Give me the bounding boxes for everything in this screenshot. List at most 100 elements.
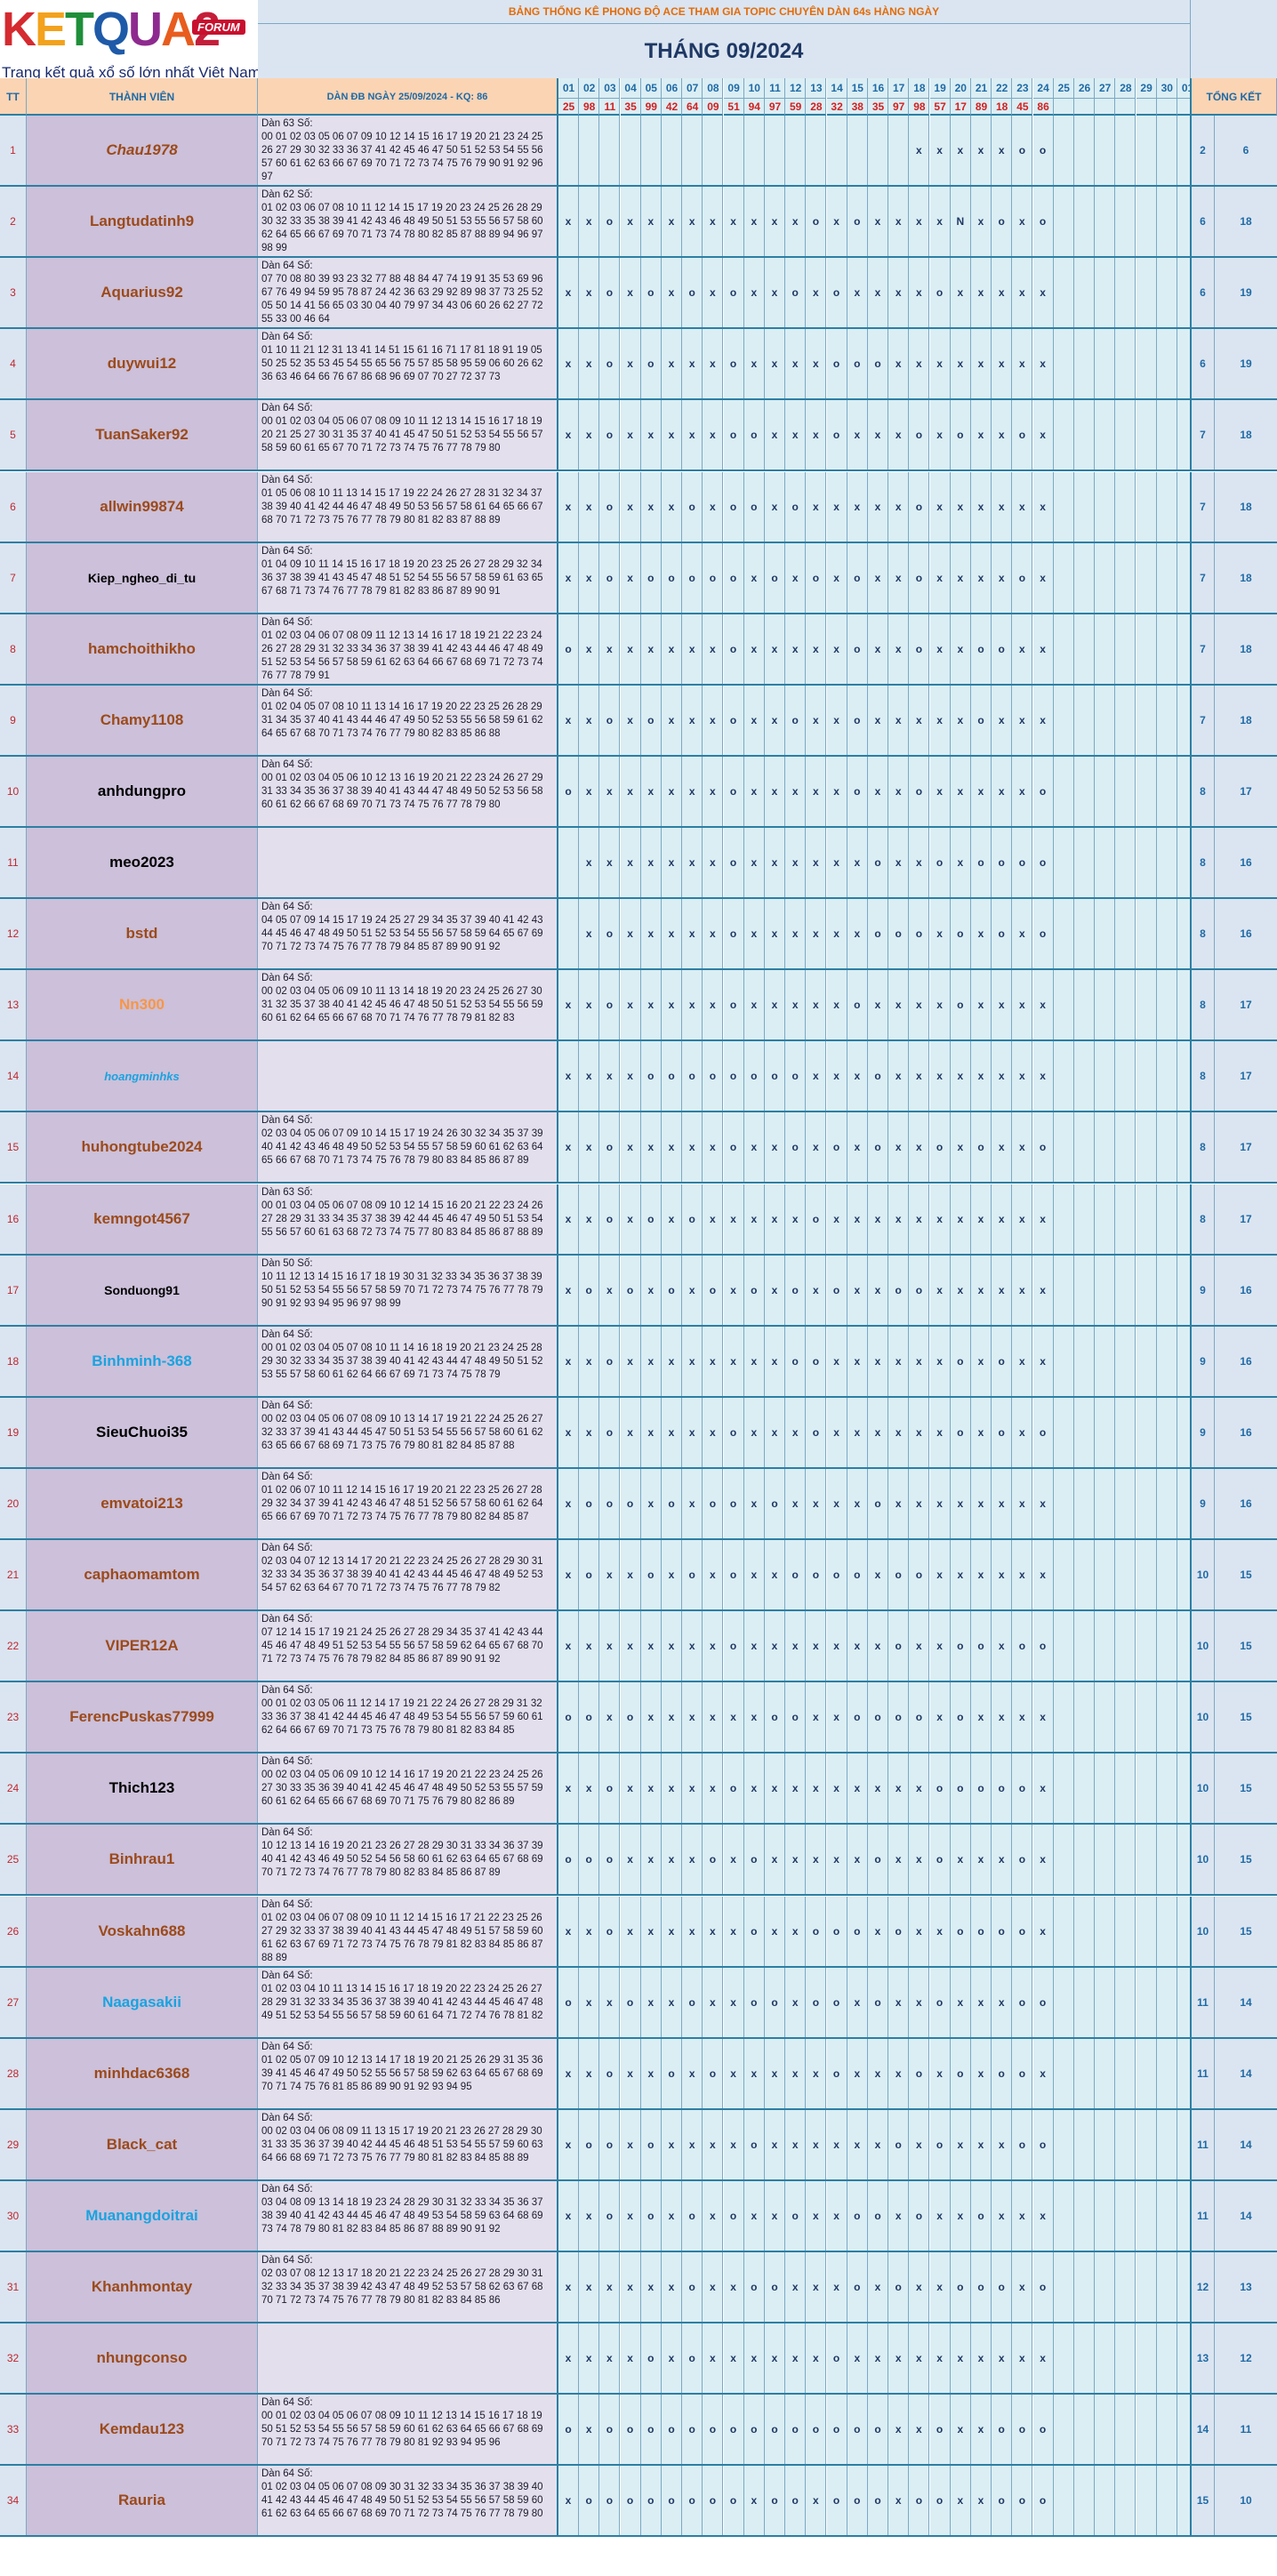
day-mark: x [1032, 1825, 1054, 1895]
day-mark [1095, 756, 1116, 826]
dan-heading: Dàn 64 Số: [261, 2397, 313, 2409]
day-number: 14 [831, 82, 843, 94]
member-name[interactable]: Rauria [27, 2466, 258, 2536]
member-name[interactable]: Aquarius92 [27, 258, 258, 328]
miss-count: 10 [1190, 1540, 1215, 1610]
miss-count: 12 [1190, 2252, 1215, 2323]
day-mark [1115, 1825, 1136, 1895]
day-mark: x [703, 2109, 724, 2179]
day-mark: x [579, 756, 600, 826]
member-name[interactable]: meo2023 [27, 828, 258, 898]
member-name[interactable]: Langtudatinh9 [27, 187, 258, 257]
day-mark: x [1032, 400, 1054, 470]
member-name[interactable]: SieuChuoi35 [27, 1397, 258, 1467]
member-name[interactable]: nhungconso [27, 2323, 258, 2394]
day-mark: o [1012, 2038, 1033, 2108]
day-mark: x [826, 1326, 847, 1396]
day-mark: o [640, 1184, 662, 1254]
day-mark: x [703, 1112, 724, 1183]
day-mark: o [847, 542, 868, 613]
member-name[interactable]: TuanSaker92 [27, 400, 258, 470]
miss-count: 6 [1190, 329, 1215, 399]
day-mark: x [868, 1753, 888, 1824]
day-mark [1053, 2038, 1074, 2108]
day-mark: o [558, 1682, 579, 1753]
day-mark: x [785, 756, 807, 826]
member-name[interactable]: hamchoithikho [27, 614, 258, 684]
day-mark: x [929, 400, 951, 470]
member-name[interactable]: huhongtube2024 [27, 1112, 258, 1183]
day-mark: x [868, 1611, 888, 1681]
site-logo[interactable]: KETQUA2 FORUM Trang kết quả xổ số lớn nh… [0, 0, 261, 81]
day-mark: x [950, 756, 971, 826]
day-mark: x [743, 258, 765, 328]
day-mark: x [640, 1326, 662, 1396]
member-name[interactable]: Chau1978 [27, 116, 258, 186]
day-mark: x [620, 828, 641, 898]
day-mark [1095, 1540, 1116, 1610]
day-number: 22 [996, 82, 1008, 94]
member-name[interactable]: Thich123 [27, 1753, 258, 1824]
day-mark [1053, 400, 1074, 470]
member-name[interactable]: Black_cat [27, 2109, 258, 2179]
day-mark: x [1032, 970, 1054, 1040]
day-mark [1053, 542, 1074, 613]
dan-numbers: Dàn 64 Số: 00 01 02 03 05 06 11 12 14 17 … [258, 1682, 558, 1753]
day-mark: x [599, 828, 621, 898]
member-name[interactable]: Binhminh-368 [27, 1326, 258, 1396]
member-name[interactable]: Muanangdoitrai [27, 2180, 258, 2251]
dan-heading: Dàn 64 Số: [261, 902, 313, 913]
day-mark: x [888, 471, 910, 542]
member-name[interactable]: Voskahn688 [27, 1896, 258, 1966]
member-name[interactable]: caphaomamtom [27, 1540, 258, 1610]
day-mark: x [579, 1967, 600, 2037]
dan-heading: Dàn 64 Số: [261, 1827, 313, 1839]
member-name[interactable]: Nn300 [27, 970, 258, 1040]
member-name[interactable]: duywui12 [27, 329, 258, 399]
day-result: 18 [992, 98, 1013, 115]
member-name[interactable]: FerencPuskas77999 [27, 1682, 258, 1753]
member-row: 25 Binhrau1 Dàn 64 Số: 10 12 13 14 16 19 20… [0, 1825, 1277, 1897]
member-name[interactable]: Naagasakii [27, 1967, 258, 2037]
member-name[interactable]: emvatoi213 [27, 1468, 258, 1538]
col-member: THÀNH VIÊN [27, 78, 258, 116]
day-mark: o [723, 1397, 744, 1467]
day-mark: o [971, 614, 992, 684]
member-name[interactable]: Chamy1108 [27, 685, 258, 755]
day-mark: o [929, 2109, 951, 2179]
member-name[interactable]: Sonduong91 [27, 1255, 258, 1325]
day-mark: x [743, 1753, 765, 1824]
member-name[interactable]: Binhrau1 [27, 1825, 258, 1895]
day-mark: o [868, 2466, 888, 2536]
day-mark: x [723, 1255, 744, 1325]
day-number: 29 [1140, 82, 1153, 94]
member-name[interactable]: bstd [27, 899, 258, 969]
day-mark: x [868, 1896, 888, 1966]
member-name[interactable]: Khanhmontay [27, 2252, 258, 2323]
member-name[interactable]: hoangminhks [27, 1041, 258, 1111]
day-mark: o [847, 2252, 868, 2323]
member-name[interactable]: Kemdau123 [27, 2395, 258, 2465]
member-name[interactable]: VIPER12A [27, 1611, 258, 1681]
dan-list: 00 01 02 03 04 05 06 10 12 13 16 19 20 2… [261, 772, 543, 810]
day-mark: x [847, 2323, 868, 2394]
member-name[interactable]: minhdac6368 [27, 2038, 258, 2108]
day-mark: x [743, 828, 765, 898]
day-mark [1136, 1397, 1157, 1467]
day-mark: x [971, 1468, 992, 1538]
day-mark: x [888, 2395, 910, 2465]
day-mark: x [909, 828, 930, 898]
day-mark [1156, 1896, 1177, 1966]
day-mark: o [806, 1397, 827, 1467]
day-mark [1115, 1397, 1136, 1467]
member-row: 3 Aquarius92 Dàn 64 Số: 07 70 08 80 39 93 2… [0, 258, 1277, 330]
day-mark: x [971, 116, 992, 186]
day-mark [1095, 1825, 1116, 1895]
day-mark: x [743, 1468, 765, 1538]
day-header-17: 17 97 [888, 78, 910, 116]
member-name[interactable]: anhdungpro [27, 756, 258, 826]
member-name[interactable]: kemngot4567 [27, 1184, 258, 1254]
member-name[interactable]: allwin99874 [27, 471, 258, 542]
day-mark [1074, 1468, 1095, 1538]
member-name[interactable]: Kiep_ngheo_di_tu [27, 542, 258, 613]
